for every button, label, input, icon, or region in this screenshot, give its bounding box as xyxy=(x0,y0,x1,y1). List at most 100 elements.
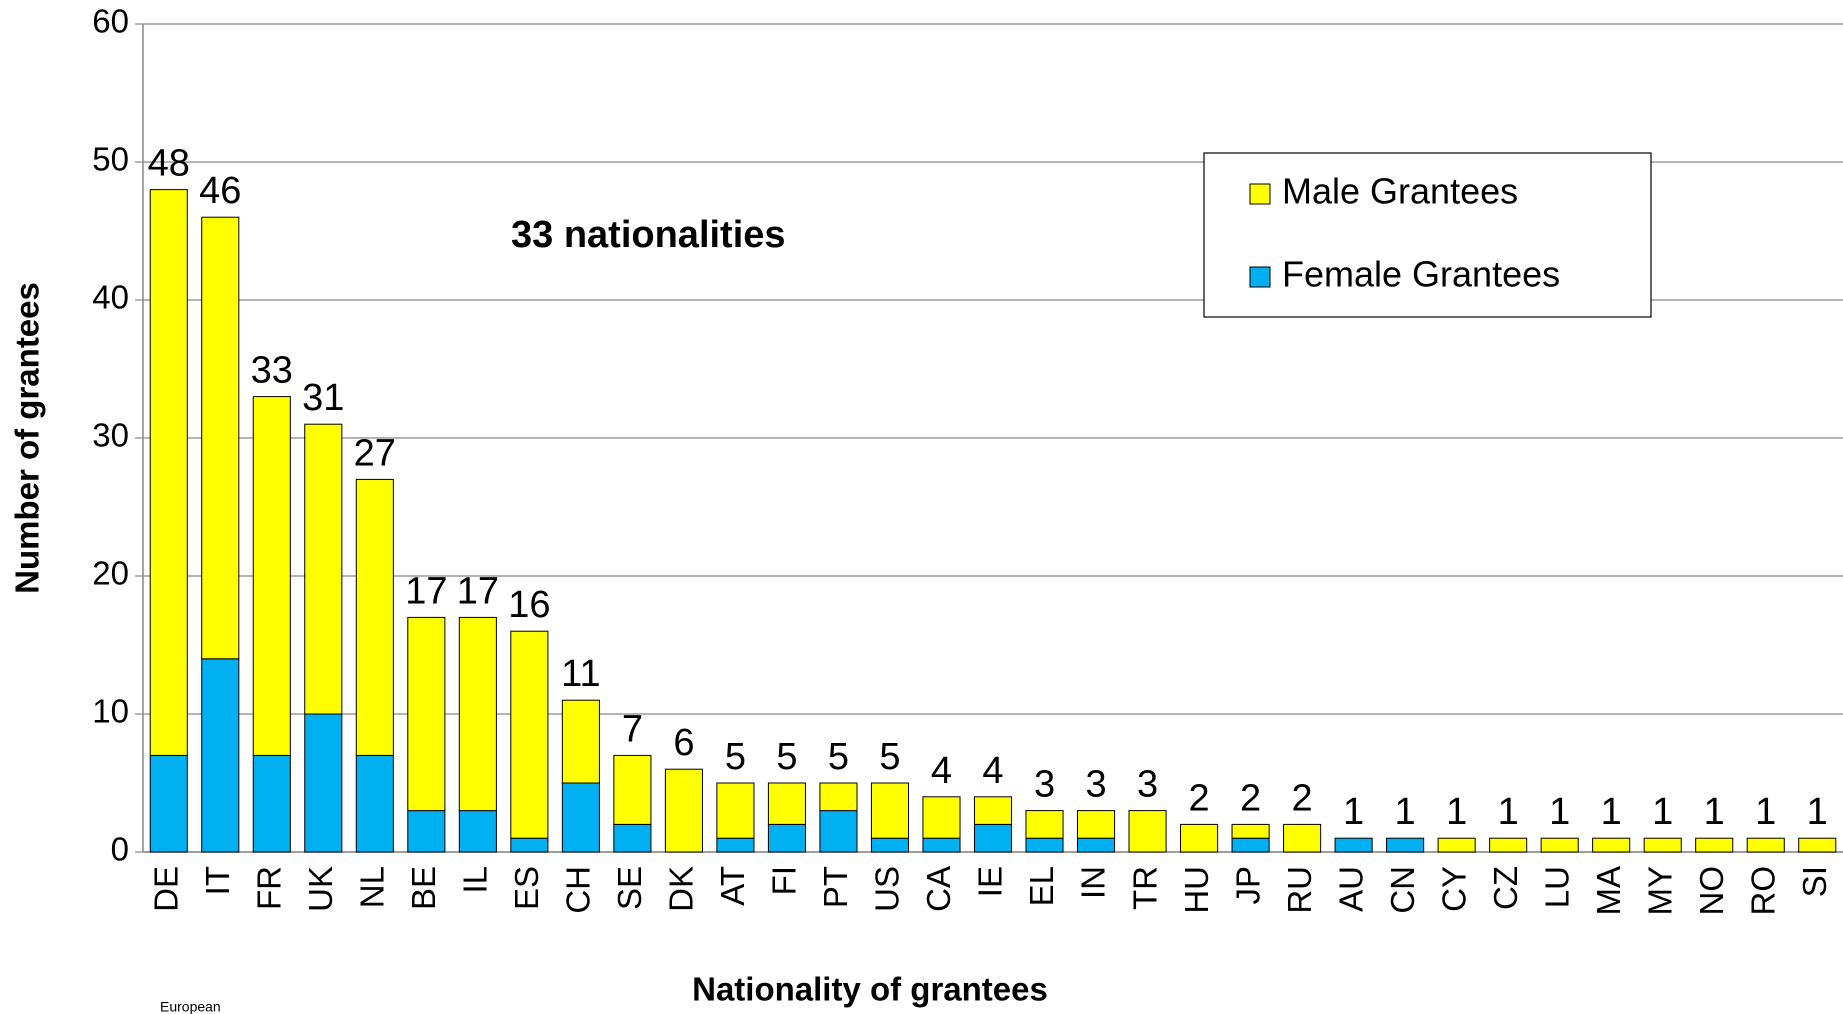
data-label: 17 xyxy=(457,570,499,612)
bar-segment xyxy=(1077,811,1114,839)
data-label: 33 xyxy=(251,350,293,392)
x-tick-label: NO xyxy=(1693,866,1730,916)
x-tick-label: NL xyxy=(354,866,391,908)
data-label: 1 xyxy=(1652,791,1673,833)
legend-swatch xyxy=(1250,267,1270,287)
x-tick-label: IT xyxy=(199,866,236,895)
bar-segment xyxy=(1593,838,1630,852)
bar-segment xyxy=(150,755,187,852)
y-tick-label: 30 xyxy=(92,417,129,454)
x-tick-label: AT xyxy=(714,866,751,906)
bar-segment xyxy=(614,755,651,824)
data-label: 5 xyxy=(828,736,849,778)
legend-swatch xyxy=(1250,184,1270,204)
bar-segment xyxy=(1438,838,1475,852)
bar-segment xyxy=(408,617,445,810)
bar-segment xyxy=(717,783,754,838)
x-tick-label: DK xyxy=(663,866,700,912)
annotation: 33 nationalities xyxy=(511,214,786,256)
data-label: 1 xyxy=(1807,791,1828,833)
bar-segment xyxy=(408,811,445,852)
data-label: 2 xyxy=(1188,777,1209,819)
data-label: 27 xyxy=(354,432,396,474)
x-tick-label: IL xyxy=(457,866,494,894)
x-tick-label: MA xyxy=(1590,866,1627,916)
x-tick-label: LU xyxy=(1538,866,1575,908)
chart: 33 nationalities Nationality of grantees… xyxy=(0,0,1843,1014)
data-label: 2 xyxy=(1292,777,1313,819)
data-label: 16 xyxy=(508,584,550,626)
data-label: 5 xyxy=(725,736,746,778)
data-label: 46 xyxy=(199,170,241,212)
bar-segment xyxy=(356,755,393,852)
x-tick-label: BE xyxy=(405,866,442,910)
x-tick-label: FR xyxy=(251,866,288,910)
bar-segment xyxy=(768,824,805,852)
y-tick-label: 50 xyxy=(92,141,129,178)
x-tick-label: HU xyxy=(1178,866,1215,914)
y-tick-label: 60 xyxy=(92,3,129,40)
bar-segment xyxy=(1541,838,1578,852)
bar-segment xyxy=(1747,838,1784,852)
x-tick-label: CH xyxy=(560,866,597,914)
bar-segment xyxy=(1284,824,1321,852)
data-label: 1 xyxy=(1446,791,1467,833)
bar-segment xyxy=(614,824,651,852)
bar-segment xyxy=(1335,838,1372,852)
legend-label: Male Grantees xyxy=(1282,171,1518,212)
data-label: 31 xyxy=(302,377,344,419)
x-tick-label: PT xyxy=(817,866,854,908)
x-tick-label: UK xyxy=(302,866,339,912)
bar-segment xyxy=(253,397,290,756)
data-label: 7 xyxy=(622,708,643,750)
bar-segment xyxy=(820,783,857,811)
x-tick-label: TR xyxy=(1126,866,1163,910)
data-label: 5 xyxy=(776,736,797,778)
x-tick-label: CY xyxy=(1435,866,1472,912)
y-tick-label: 40 xyxy=(92,279,129,316)
bar-segment xyxy=(717,838,754,852)
data-label: 1 xyxy=(1549,791,1570,833)
bar-segment xyxy=(820,811,857,852)
x-tick-label: CZ xyxy=(1487,866,1524,910)
bar-segment xyxy=(1232,838,1269,852)
bar-segment xyxy=(459,617,496,810)
bar-segment xyxy=(202,217,239,659)
bar-segment xyxy=(202,659,239,852)
data-label: 17 xyxy=(405,570,447,612)
y-tick-label: 10 xyxy=(92,693,129,730)
bar-segment xyxy=(1696,838,1733,852)
bar-segment xyxy=(1181,824,1218,852)
bar-segment xyxy=(923,838,960,852)
data-label: 5 xyxy=(879,736,900,778)
bar-segment xyxy=(871,838,908,852)
x-tick-label: IN xyxy=(1075,866,1112,899)
bar-segment xyxy=(768,783,805,824)
x-tick-label: SI xyxy=(1796,866,1833,897)
x-tick-label: MY xyxy=(1641,866,1678,916)
x-tick-label: SE xyxy=(611,866,648,910)
bar-segment xyxy=(511,631,548,838)
bar-segment xyxy=(1387,838,1424,852)
bar-segment xyxy=(1799,838,1836,852)
bar-segment xyxy=(562,700,599,783)
x-tick-label: FI xyxy=(766,866,803,895)
bar-segment xyxy=(562,783,599,852)
bar-segment xyxy=(1077,838,1114,852)
bar-segment xyxy=(1026,811,1063,839)
bar-segment xyxy=(974,797,1011,825)
x-tick-label: DE xyxy=(147,866,184,912)
x-axis-title: Nationality of grantees xyxy=(692,971,1048,1008)
bar-segment xyxy=(253,755,290,852)
data-label: 1 xyxy=(1395,791,1416,833)
footer-logo-text: European xyxy=(160,999,221,1014)
x-tick-label: RU xyxy=(1281,866,1318,914)
data-label: 3 xyxy=(1085,764,1106,806)
x-tick-label: EL xyxy=(1023,866,1060,906)
x-tick-label: US xyxy=(869,866,906,912)
data-label: 11 xyxy=(561,653,600,695)
x-tick-label: IE xyxy=(972,866,1009,897)
bar-segment xyxy=(871,783,908,838)
bar-segment xyxy=(459,811,496,852)
bar-segment xyxy=(1232,824,1269,838)
